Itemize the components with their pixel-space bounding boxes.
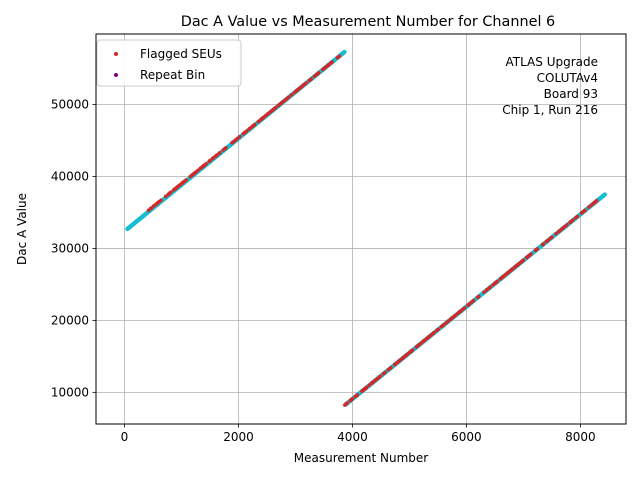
y-tick-label: 10000 [51,385,89,399]
flagged-seu-point [355,393,360,397]
flagged-seu-point [204,161,208,166]
x-axis-label: Measurement Number [294,451,428,465]
legend-label-flagged-seus: Flagged SEUs [140,47,222,61]
flagged-seu-point [446,319,451,323]
flagged-seu-point [237,134,242,139]
flagged-seu-point [475,295,480,300]
flagged-seu-point [516,262,521,266]
flagged-seu-point [388,366,392,371]
flagged-seu-point [565,223,569,227]
annotation-line-1: ATLAS Upgrade [505,55,598,69]
y-tick-label: 20000 [51,313,89,327]
legend-marker-flagged-seus [114,52,118,56]
y-axis-label: Dac A Value [15,193,29,265]
flagged-seu-point [495,279,499,284]
flagged-seu-point [594,199,599,203]
flagged-seu-point [541,242,546,246]
flagged-seu-point [405,352,410,357]
legend-box [96,39,242,87]
flagged-seu-point [217,151,222,155]
flagged-seu-point [488,285,493,289]
flagged-seu-point [583,208,587,213]
data-point [342,49,347,55]
data-point [602,192,608,197]
chart-title: Dac A Value vs Measurement Number for Ch… [181,14,555,30]
flagged-seu-point [168,190,173,195]
flagged-seu-point [400,356,405,360]
flagged-seu-point [316,71,321,75]
axis-ticks: 0 2000 4000 6000 8000 10000 20000 30000 40000 500… [51,98,596,444]
legend-label-repeat-bin: Repeat Bin [140,68,205,82]
flagged-seu-point [501,274,506,279]
flagged-seu-point [535,247,540,251]
flagged-seu-point [224,146,228,150]
flagged-seu-point [521,258,526,263]
legend-marker-repeat-bin [114,73,118,77]
flagged-seu-point [364,385,369,390]
plot-frame [95,33,627,425]
flagged-seu-point [575,214,580,219]
flagged-seu-point [337,54,342,58]
flagged-seu-point [554,231,558,236]
annotation-text: ATLAS Upgrade COLUTAv4 Board 93 Chip 1, … [502,55,598,117]
flagged-seu-point [163,194,168,199]
flagged-seu-point [482,290,486,294]
flagged-seu-point [159,198,163,202]
flagged-seu-point [289,92,294,97]
flagged-seu-point [350,397,355,401]
flagged-seu-point [252,122,257,127]
data-points [125,49,608,407]
x-tick-label: 0 [121,430,129,444]
y-tick-label: 40000 [51,169,89,183]
x-tick-label: 8000 [565,430,596,444]
x-tick-label: 2000 [223,430,254,444]
flagged-seu-point [568,220,572,225]
flagged-seu-point [550,235,554,239]
flagged-seu-point [383,370,387,375]
flagged-seu-point [471,298,476,303]
flagged-seu-point [330,60,334,64]
flagged-seu-point [410,348,415,352]
flagged-seu-point [436,327,441,332]
annotation-line-2: COLUTAv4 [537,71,598,85]
flagged-seu-point [244,129,249,133]
flagged-seu-point [287,95,291,99]
flagged-seu-point [345,401,350,405]
annotation-line-4: Chip 1, Run 216 [502,103,598,117]
flagged-seu-point [367,383,372,388]
y-tick-label: 50000 [51,98,89,112]
y-tick-label: 30000 [51,241,89,255]
flagged-seu-point [512,265,517,270]
flagged-seu-point [304,81,308,85]
flagged-seu-point [570,218,575,223]
flagged-seu-point [309,77,313,81]
flagged-seu-point [273,105,278,110]
x-tick-label: 4000 [337,430,368,444]
flagged-seu-point [462,306,467,310]
flagged-seu-point [184,178,188,182]
flagged-seu-point [529,252,533,256]
flagged-seu-point [378,374,382,379]
flagged-seu-point [432,330,436,335]
flagged-seu-point [196,168,200,173]
annotation-line-3: Board 93 [544,87,598,101]
legend: Flagged SEUs Repeat Bin [96,39,242,87]
x-tick-label: 6000 [451,430,482,444]
